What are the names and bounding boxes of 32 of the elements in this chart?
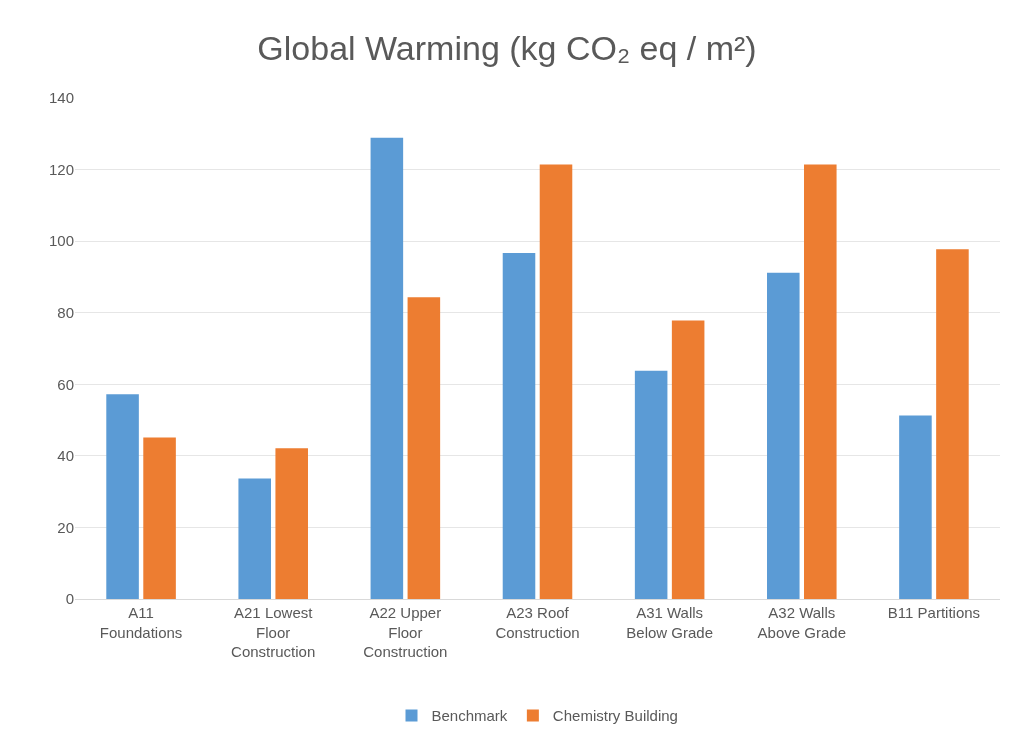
- bar: [370, 137, 404, 599]
- bar: [143, 437, 176, 599]
- y-tick-label: 80: [57, 303, 74, 321]
- legend-label: Chemistry Building: [552, 707, 678, 725]
- x-tick-label: A32 Walls Above Grade: [757, 604, 846, 641]
- x-tick-label: A22 Upper Floor Construction: [363, 604, 448, 660]
- bar: [106, 394, 139, 599]
- bar: [804, 164, 837, 599]
- bar: [899, 415, 932, 599]
- x-tick-label: A11 Foundations: [99, 604, 183, 641]
- y-tick-label: 140: [48, 89, 74, 107]
- bar: [502, 252, 536, 599]
- y-tick-label: 20: [57, 518, 74, 536]
- bar: [671, 320, 705, 599]
- y-tick-label: 60: [57, 375, 74, 393]
- y-tick-label: 120: [48, 160, 74, 178]
- chart-title: Global Warming (kg CO₂ eq / m²): [257, 29, 757, 68]
- bar: [936, 249, 969, 599]
- bar: [539, 164, 573, 599]
- bar: [407, 297, 441, 599]
- y-tick-label: 100: [48, 232, 74, 250]
- y-tick-label: 40: [57, 447, 74, 465]
- x-tick-label: A23 Roof Construction: [495, 604, 580, 641]
- bar: [275, 448, 308, 599]
- x-tick-label: B11 Partitions: [887, 604, 981, 621]
- x-tick-label: A31 Walls Below Grade: [626, 604, 713, 641]
- y-tick-label: 0: [65, 590, 74, 608]
- bar: [238, 478, 271, 599]
- bar: [634, 370, 668, 599]
- bar: [767, 272, 800, 599]
- x-tick-label: A21 Lowest Floor Construction: [231, 604, 316, 660]
- legend-label: Benchmark: [431, 707, 508, 725]
